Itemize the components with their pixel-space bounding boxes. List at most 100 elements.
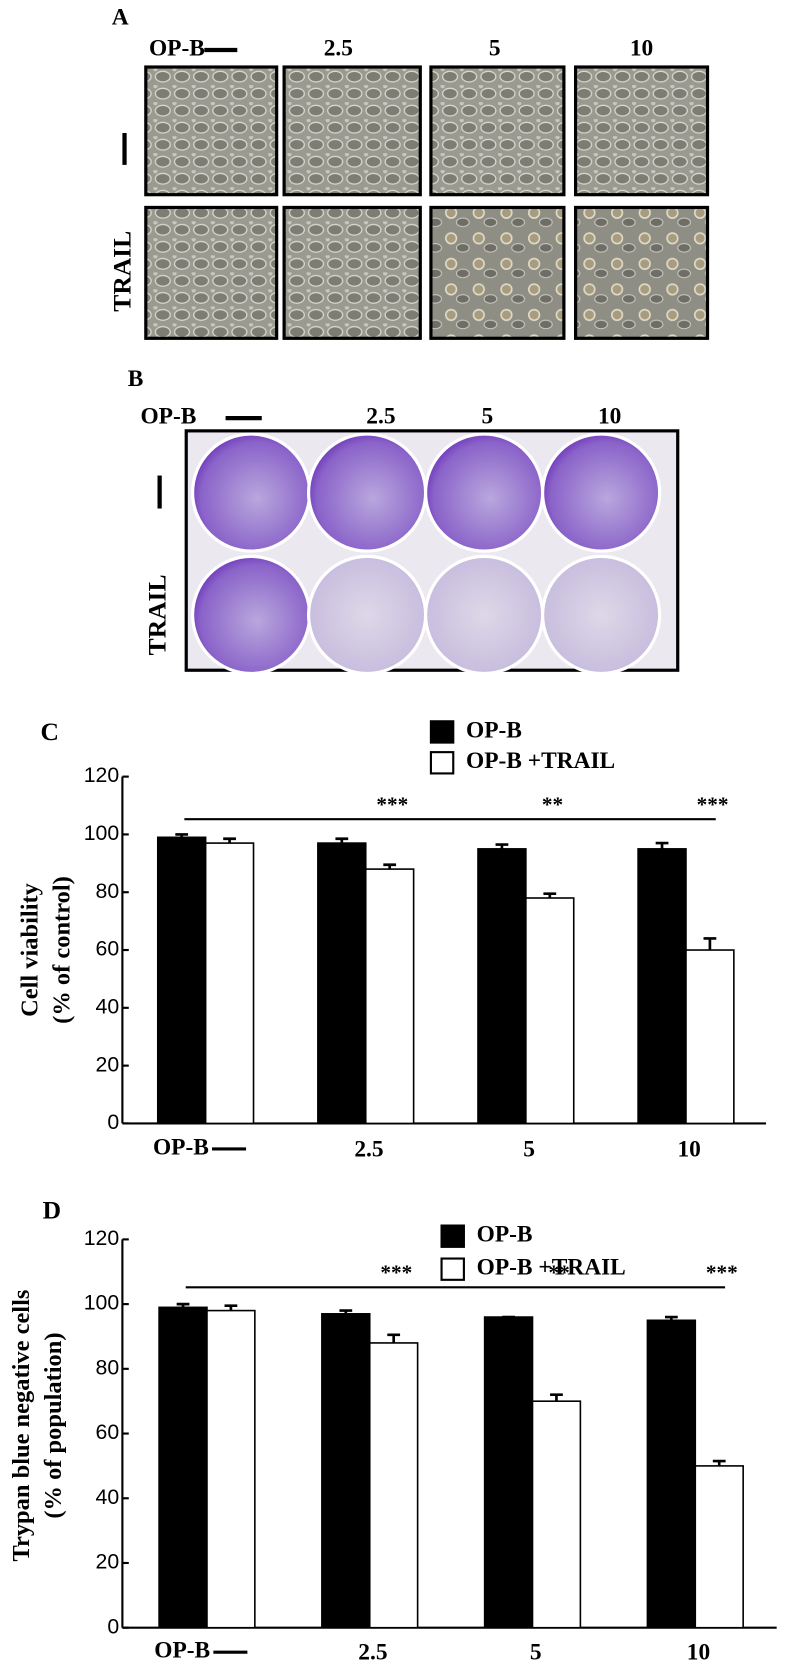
y-tick-label: 20 bbox=[96, 1550, 120, 1574]
bar bbox=[525, 897, 575, 1125]
y-axis-label: Cell viability bbox=[17, 883, 44, 1017]
well bbox=[424, 432, 545, 553]
legend-swatch bbox=[440, 1224, 465, 1248]
legend-label: OP-B +TRAIL bbox=[466, 748, 615, 774]
error-bar bbox=[495, 843, 509, 849]
treatment-label: OP-B bbox=[149, 35, 205, 61]
x-tick-label: 10 bbox=[687, 1640, 710, 1666]
error-bar bbox=[339, 1309, 353, 1314]
y-tick-label: 60 bbox=[96, 937, 120, 961]
y-axis-label: (% of control) bbox=[48, 876, 75, 1024]
panel-label: D bbox=[43, 1196, 61, 1225]
error-bar bbox=[664, 1315, 678, 1321]
error-bar bbox=[175, 833, 189, 838]
well bbox=[306, 554, 428, 676]
error-bar bbox=[223, 837, 236, 844]
bar bbox=[156, 836, 207, 1125]
y-tick-label: 0 bbox=[107, 1614, 119, 1638]
y-tick-label: 40 bbox=[96, 1485, 120, 1509]
micrograph bbox=[144, 205, 279, 340]
y-axis-label: Trypan blue negative cells bbox=[8, 1290, 35, 1562]
bar bbox=[477, 848, 527, 1125]
well bbox=[541, 554, 662, 676]
error-bar bbox=[655, 841, 669, 849]
error-bar bbox=[335, 837, 349, 844]
x-axis-label: OP-B bbox=[153, 1134, 209, 1160]
legend-label: OP-B bbox=[466, 717, 522, 743]
y-axis-label: (% of population) bbox=[40, 1332, 67, 1518]
legend-swatch bbox=[440, 1257, 465, 1281]
well bbox=[306, 432, 428, 553]
row-label: TRAIL bbox=[107, 231, 136, 312]
y-tick-label: 100 bbox=[84, 1291, 119, 1315]
bar bbox=[637, 848, 687, 1125]
micrograph bbox=[574, 205, 710, 340]
panel-label: C bbox=[40, 717, 58, 746]
well bbox=[191, 432, 312, 553]
row-label: TRAIL bbox=[142, 574, 171, 655]
micrograph bbox=[429, 205, 566, 340]
error-bar bbox=[176, 1302, 190, 1308]
bar bbox=[317, 842, 367, 1125]
significance-mark: ** bbox=[548, 1260, 569, 1284]
panel-label: A bbox=[112, 5, 129, 31]
x-tick-label: 2.5 bbox=[354, 1136, 383, 1162]
error-bar bbox=[712, 1459, 726, 1466]
y-tick-label: 120 bbox=[84, 763, 119, 787]
legend-swatch bbox=[429, 751, 455, 775]
treatment-label: OP-B bbox=[140, 403, 196, 429]
well bbox=[541, 432, 662, 553]
bar bbox=[204, 842, 255, 1125]
error-bar bbox=[224, 1304, 238, 1311]
micrograph bbox=[429, 65, 566, 197]
significance-mark: *** bbox=[376, 792, 408, 816]
x-tick-label: 2.5 bbox=[358, 1640, 387, 1666]
bar bbox=[694, 1465, 744, 1629]
significance-mark: *** bbox=[380, 1260, 412, 1284]
x-tick-label: 5 bbox=[530, 1640, 542, 1666]
panel-label: B bbox=[128, 366, 144, 392]
y-tick-label: 60 bbox=[96, 1420, 120, 1444]
legend-label: OP-B bbox=[477, 1222, 533, 1248]
legend-swatch bbox=[429, 720, 455, 744]
significance-mark: *** bbox=[706, 1260, 738, 1284]
x-tick-label: 10 bbox=[677, 1136, 700, 1162]
panel-b: B OP-B 2.5 5 10 TRAIL bbox=[128, 366, 680, 676]
legend-label: OP-B +TRAIL bbox=[477, 1255, 626, 1281]
micrograph bbox=[144, 65, 279, 197]
micrograph bbox=[574, 65, 710, 197]
dose-label: 2.5 bbox=[324, 35, 353, 61]
bar bbox=[364, 868, 415, 1125]
error-bar bbox=[550, 1393, 563, 1402]
y-tick-label: 40 bbox=[96, 994, 120, 1018]
y-tick-label: 20 bbox=[96, 1052, 120, 1076]
well bbox=[191, 554, 312, 676]
bar bbox=[646, 1319, 697, 1629]
bar bbox=[483, 1316, 534, 1629]
y-tick-label: 0 bbox=[107, 1110, 119, 1134]
well bbox=[424, 554, 545, 676]
micrograph bbox=[282, 205, 422, 340]
dose-label: 5 bbox=[481, 403, 493, 429]
y-tick-label: 100 bbox=[84, 821, 119, 845]
micrographs bbox=[144, 65, 710, 340]
dose-label: 10 bbox=[630, 35, 653, 61]
bar bbox=[685, 949, 735, 1125]
x-tick-label: 5 bbox=[523, 1136, 535, 1162]
x-axis-label: OP-B bbox=[154, 1638, 210, 1664]
y-tick-label: 80 bbox=[96, 1355, 120, 1379]
panel-a: A OP-B 2.5 5 10 TRAIL bbox=[107, 5, 710, 340]
y-tick-label: 80 bbox=[96, 879, 120, 903]
y-tick-label: 120 bbox=[84, 1226, 119, 1250]
dose-label: 2.5 bbox=[366, 403, 395, 429]
bar bbox=[158, 1306, 208, 1629]
dose-label: 10 bbox=[598, 403, 621, 429]
error-bar bbox=[383, 863, 397, 870]
bar bbox=[321, 1313, 371, 1629]
micrograph bbox=[282, 65, 422, 197]
wells bbox=[191, 432, 662, 676]
error-bar bbox=[703, 937, 717, 951]
bar bbox=[531, 1400, 582, 1629]
significance-mark: ** bbox=[542, 792, 563, 816]
